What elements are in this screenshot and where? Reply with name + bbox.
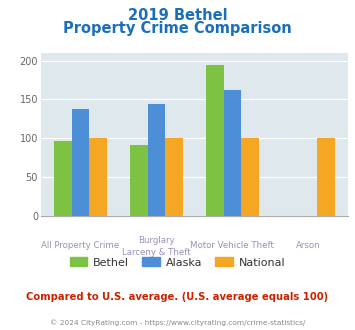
Bar [317, 138, 335, 216]
Text: Property Crime Comparison: Property Crime Comparison [63, 21, 292, 36]
Text: All Property Crime: All Property Crime [41, 241, 119, 250]
Text: Larceny & Theft: Larceny & Theft [122, 248, 191, 257]
Bar [130, 145, 148, 216]
Legend: Bethel, Alaska, National: Bethel, Alaska, National [70, 257, 285, 268]
Bar [148, 104, 165, 216]
Bar [72, 109, 89, 216]
Bar [224, 90, 241, 216]
Bar [241, 138, 258, 216]
Text: Compared to U.S. average. (U.S. average equals 100): Compared to U.S. average. (U.S. average … [26, 292, 329, 302]
Text: 2019 Bethel: 2019 Bethel [128, 8, 227, 23]
Bar [206, 65, 224, 216]
Text: © 2024 CityRating.com - https://www.cityrating.com/crime-statistics/: © 2024 CityRating.com - https://www.city… [50, 319, 305, 326]
Text: Motor Vehicle Theft: Motor Vehicle Theft [190, 241, 274, 250]
Bar [54, 141, 72, 216]
Text: Arson: Arson [296, 241, 321, 250]
Bar [165, 138, 182, 216]
Text: Burglary: Burglary [138, 236, 175, 245]
Bar [89, 138, 106, 216]
